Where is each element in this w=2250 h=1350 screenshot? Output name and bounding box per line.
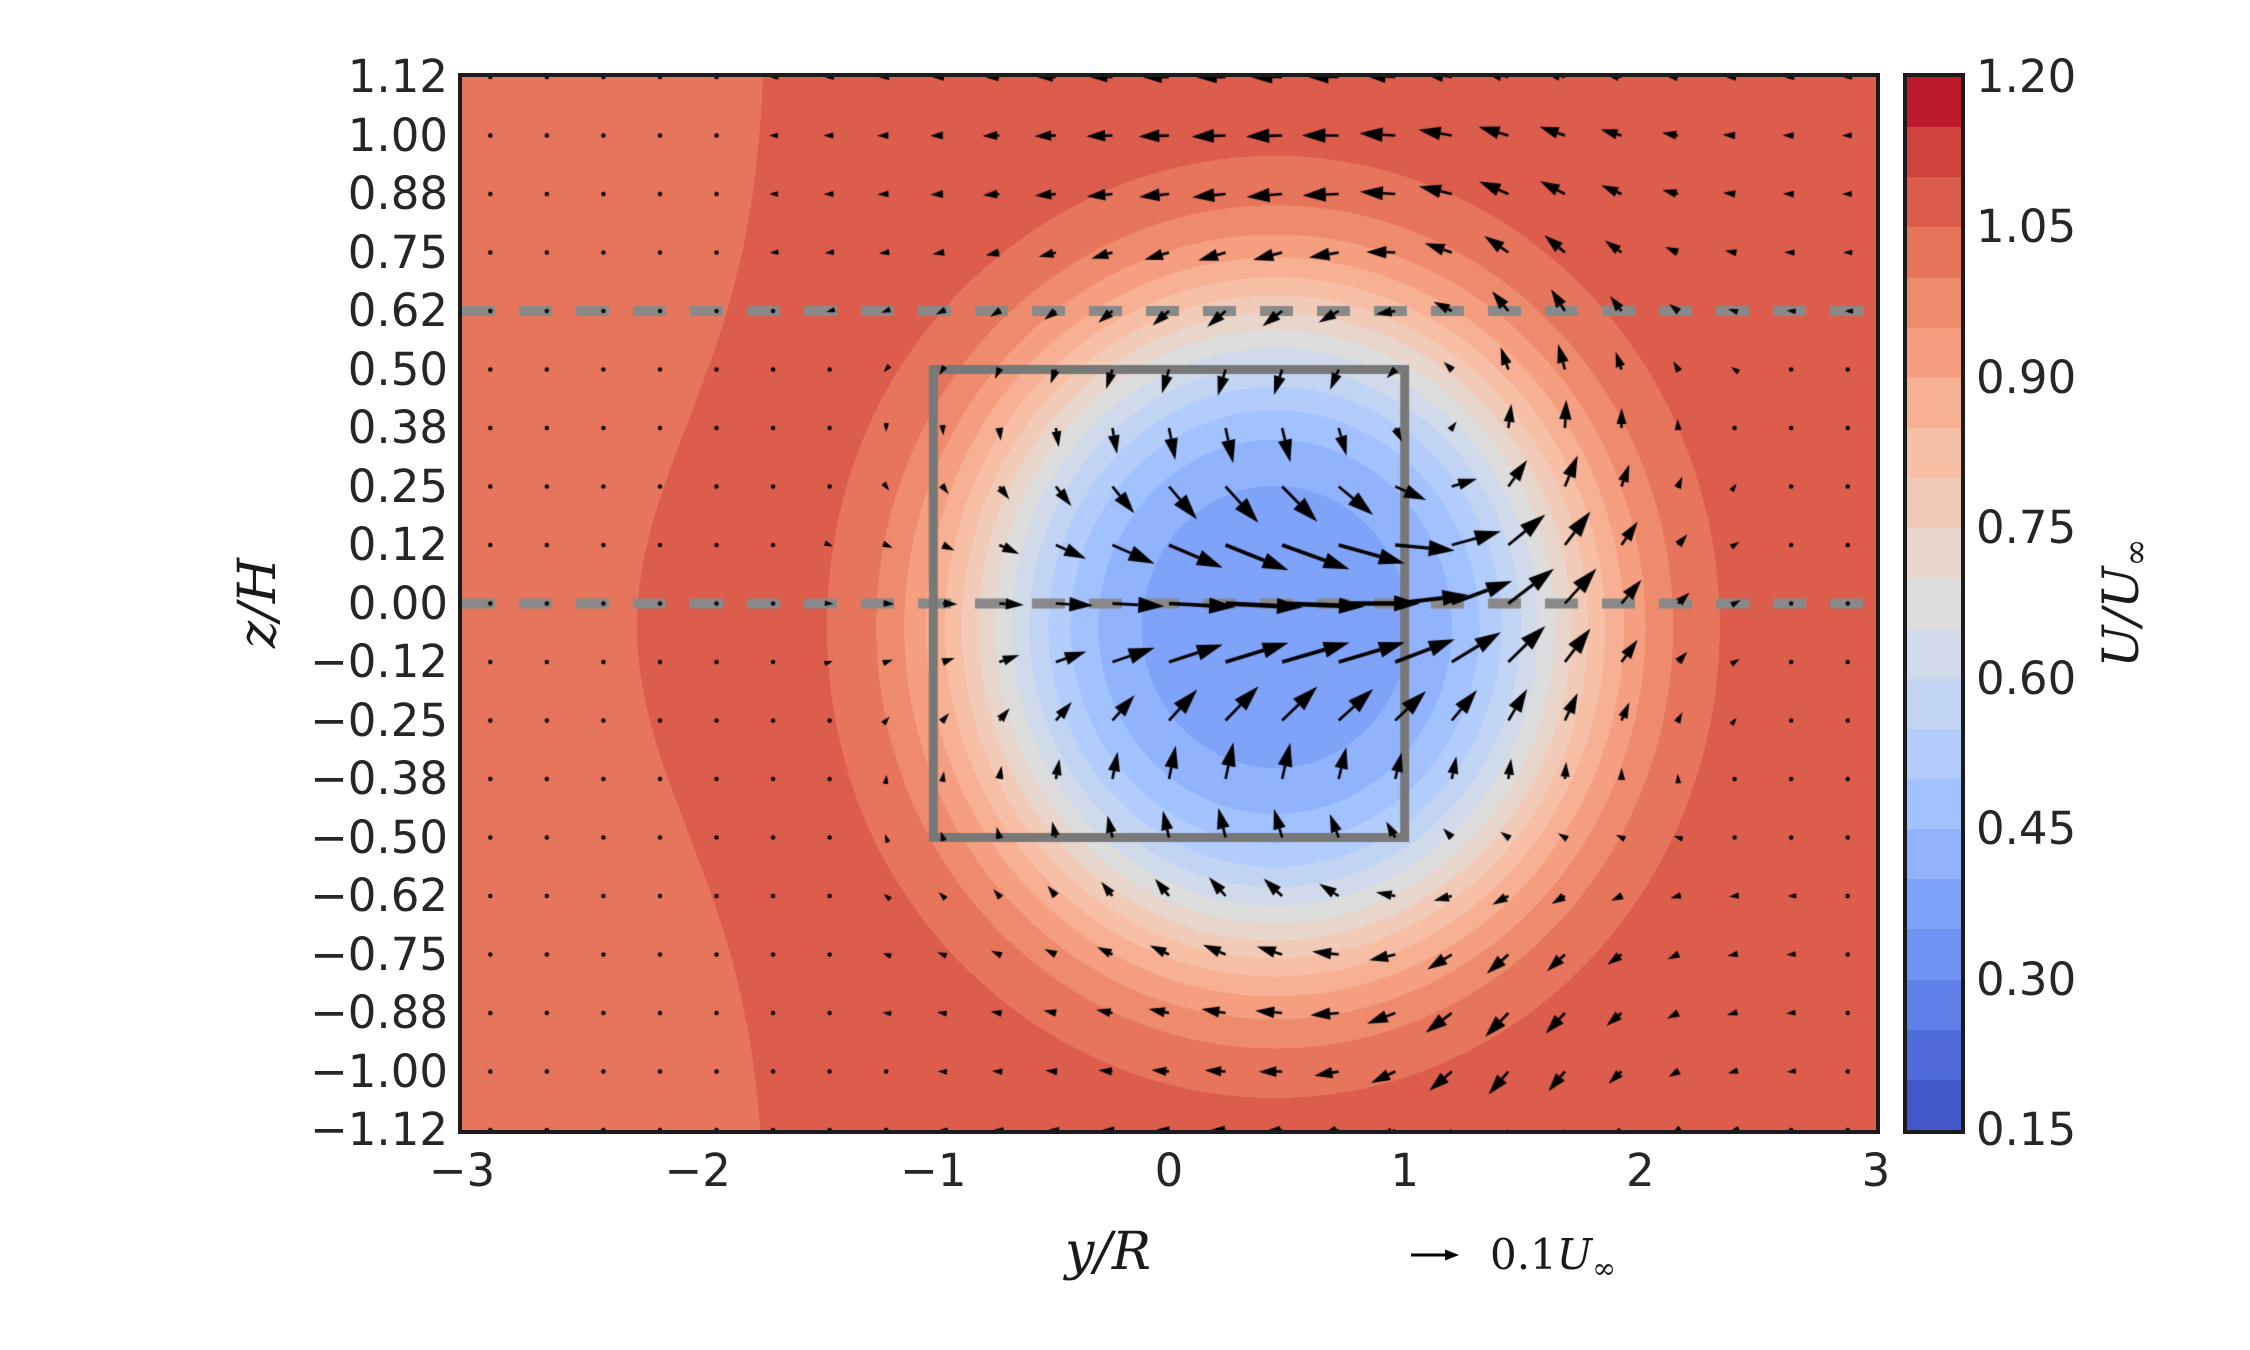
colorbar-tick-label: 0.45: [1976, 802, 2077, 856]
colorbar-segment: [1907, 528, 1961, 579]
y-tick-label: −0.25: [310, 693, 448, 747]
contour-quiver-canvas: [462, 77, 1876, 1130]
y-axis-label: z/H: [228, 557, 288, 649]
x-axis-label: y/R: [1064, 1222, 1152, 1282]
colorbar-segment: [1907, 127, 1961, 178]
y-tick-label: −0.12: [310, 635, 448, 688]
colorbar-tick-label: 0.60: [1976, 651, 2077, 705]
y-tick-label: 0.50: [347, 342, 448, 396]
colorbar-segment: [1907, 929, 1961, 980]
colorbar-segment: [1907, 377, 1961, 428]
x-tick-label: 2: [1626, 1144, 1655, 1197]
x-tick-label: −1: [900, 1144, 967, 1197]
y-tick-label: 0.00: [347, 576, 448, 630]
y-tick-label: −1.12: [310, 1103, 448, 1156]
colorbar-segment: [1907, 77, 1961, 128]
colorbar-tick-label: 0.30: [1976, 952, 2077, 1006]
colorbar-segment: [1907, 979, 1961, 1030]
y-tick-label: 0.75: [347, 225, 448, 279]
colorbar-tick-label: 1.05: [1976, 200, 2077, 254]
colorbar-tick-label: 0.15: [1976, 1103, 2077, 1156]
colorbar-segment: [1907, 327, 1961, 378]
y-tick-label: −0.88: [310, 986, 448, 1039]
y-tick-label: 0.88: [347, 167, 448, 220]
colorbar-tick-label: 0.90: [1976, 350, 2077, 404]
y-tick-label: 0.62: [347, 284, 448, 337]
colorbar-segment: [1907, 578, 1961, 629]
x-tick-label: 3: [1861, 1144, 1891, 1197]
y-tick-label: 1.12: [347, 50, 448, 103]
plot-area: [458, 73, 1880, 1134]
y-tick-label: 1.00: [347, 108, 448, 162]
y-tick-label: −0.50: [310, 810, 448, 864]
x-tick-label: −3: [428, 1144, 496, 1197]
colorbar-label: U/U∞: [2092, 538, 2156, 667]
colorbar-segment: [1907, 829, 1961, 880]
quiver-key-label: 0.1U∞: [1490, 1234, 1616, 1289]
colorbar-segment: [1907, 778, 1961, 830]
colorbar-segment: [1907, 628, 1961, 679]
colorbar-tick-label: 0.75: [1976, 501, 2077, 555]
colorbar-segment: [1907, 277, 1961, 328]
colorbar-segment: [1907, 1079, 1961, 1130]
y-tick-label: 0.12: [347, 518, 448, 571]
colorbar-label-infinity: ∞: [2115, 538, 2156, 567]
colorbar-segment: [1907, 1029, 1961, 1080]
colorbar-label-main: U/U: [2092, 566, 2151, 668]
quiver-key-symbol: U: [1556, 1230, 1593, 1279]
colorbar-segment: [1907, 227, 1961, 278]
quiver-key-infinity: ∞: [1592, 1251, 1616, 1286]
colorbar-segment: [1907, 728, 1961, 779]
x-tick-label: 0: [1154, 1144, 1184, 1197]
x-tick-label: 1: [1390, 1144, 1419, 1197]
y-tick-label: −0.38: [310, 752, 448, 805]
y-tick-label: 0.25: [347, 459, 448, 513]
colorbar-segment: [1907, 478, 1961, 529]
colorbar-segment: [1907, 427, 1961, 479]
y-tick-label: −0.75: [310, 927, 448, 981]
colorbar-segment: [1907, 678, 1961, 729]
x-tick-label: −2: [664, 1144, 731, 1197]
colorbar-tick-label: 1.20: [1976, 50, 2077, 103]
quiver-key-arrow: [1411, 1249, 1459, 1261]
y-tick-label: −1.00: [310, 1044, 448, 1098]
y-tick-label: −0.62: [310, 869, 448, 922]
y-tick-label: 0.38: [347, 401, 448, 454]
colorbar: [1903, 73, 1965, 1134]
colorbar-segment: [1907, 879, 1961, 930]
colorbar-segment: [1907, 177, 1961, 228]
quiver-key-value: 0.1: [1490, 1230, 1557, 1279]
